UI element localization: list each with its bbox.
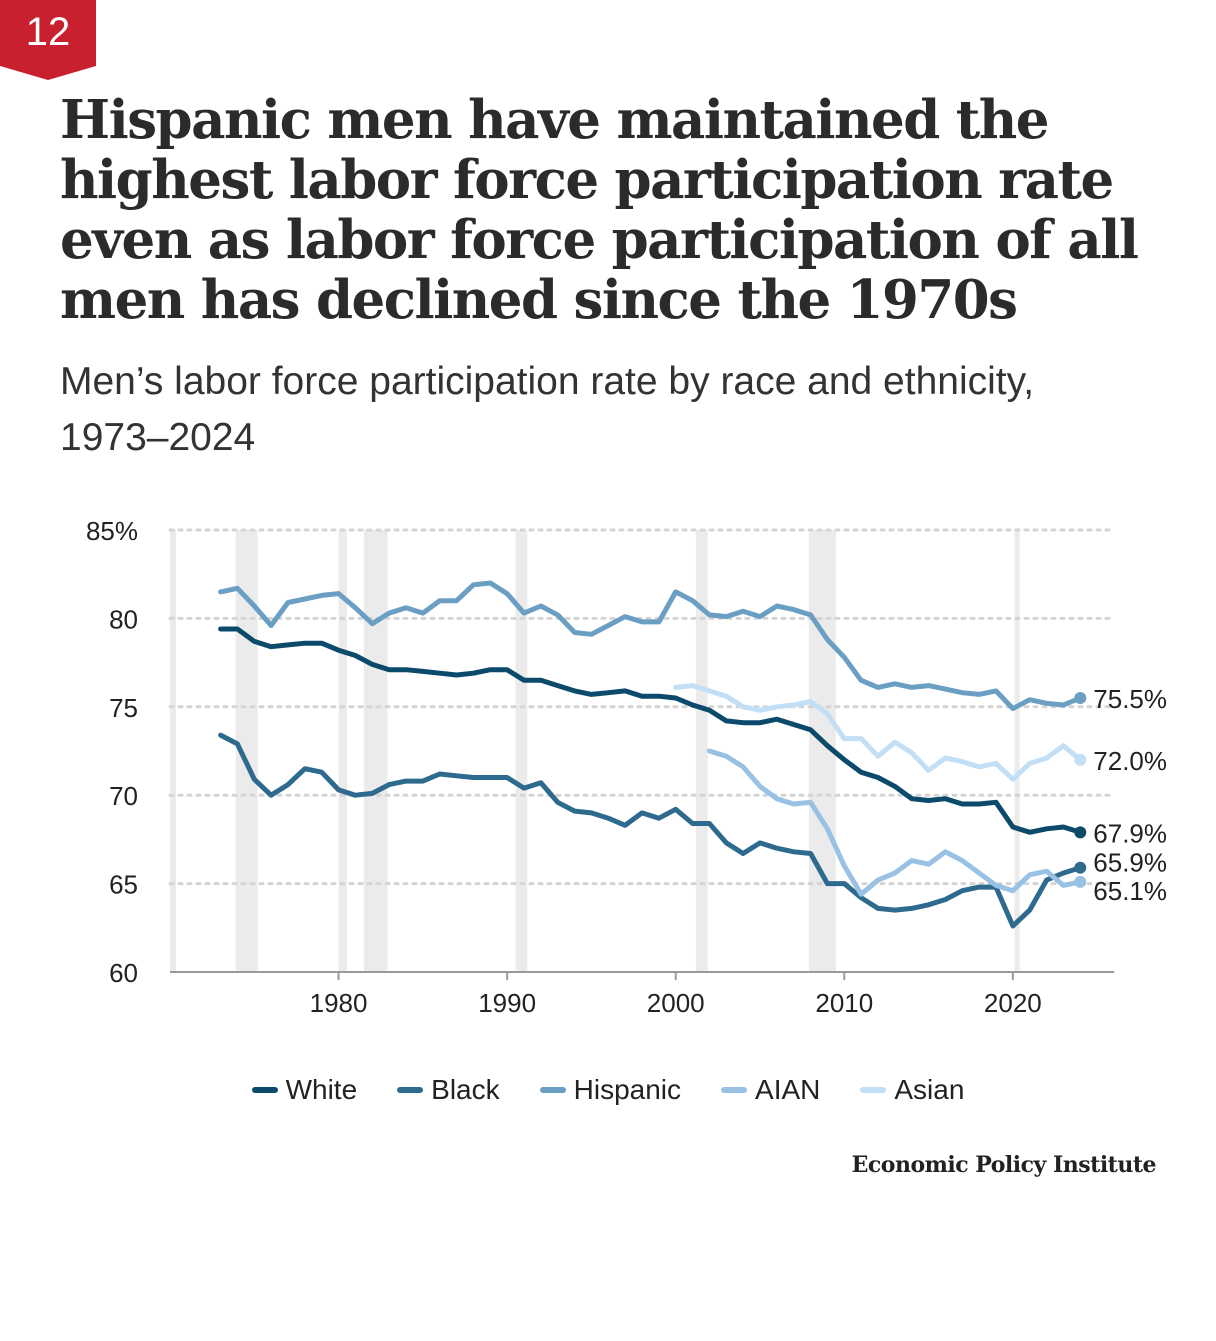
y-tick-label: 85% <box>86 516 138 546</box>
x-tick-label: 2000 <box>647 988 705 1018</box>
x-tick-label: 1980 <box>310 988 368 1018</box>
chart-subtitle: Men’s labor force participation rate by … <box>60 360 1035 459</box>
legend-label: AIAN <box>755 1074 821 1105</box>
chart-number-badge: 12 <box>0 0 96 80</box>
end-point-hispanic <box>1074 691 1087 704</box>
legend-label: White <box>285 1074 358 1105</box>
y-tick-label: 70 <box>109 781 138 811</box>
legend-item-asian: Asian <box>860 1072 964 1108</box>
end-label-aian: 65.1% <box>1093 876 1167 906</box>
end-labels: 67.9%65.9% 75.5% 65.1% 72.0% <box>1074 684 1167 906</box>
legend: White Black Hispanic AIAN Asian <box>0 1072 1216 1108</box>
recession-band <box>338 530 347 972</box>
end-point-asian <box>1074 753 1087 766</box>
recession-bands <box>170 530 1020 972</box>
series-line-aian <box>706 748 1083 897</box>
y-tick-label: 65 <box>109 870 138 900</box>
badge-number: 12 <box>25 10 71 54</box>
series-line-asian <box>673 683 1083 782</box>
legend-label: Asian <box>894 1074 965 1105</box>
badge-shape <box>0 0 96 80</box>
x-tick-label: 2020 <box>984 988 1042 1018</box>
recession-band <box>170 530 176 972</box>
y-tick-label: 80 <box>109 604 138 634</box>
legend-swatch <box>251 1087 278 1093</box>
legend-item-hispanic: Hispanic <box>539 1072 682 1108</box>
legend-swatch <box>397 1087 424 1093</box>
y-tick-label: 75 <box>109 693 138 723</box>
chart-title: Hispanic men have maintained the highest… <box>60 89 1139 331</box>
series-line-black <box>218 732 1083 929</box>
recession-band <box>1014 530 1020 972</box>
legend-swatch <box>539 1087 566 1093</box>
recession-band <box>695 530 708 972</box>
end-point-black <box>1074 861 1087 874</box>
legend-swatch <box>721 1087 748 1093</box>
legend-item-white: White <box>251 1072 358 1108</box>
source-credit: Economic Policy Institute <box>851 1152 1157 1178</box>
legend-swatch <box>860 1087 887 1093</box>
axes: 60 65 70 75 80 85% 1980 1990 2000 2010 2020 <box>86 516 1114 1018</box>
series-line-white <box>218 626 1083 835</box>
y-tick-label: 60 <box>109 958 138 988</box>
recession-band <box>515 530 528 972</box>
legend-label: Black <box>431 1074 500 1105</box>
x-tick-label: 2010 <box>815 988 873 1018</box>
grid-lines <box>168 528 1116 886</box>
end-label-asian: 72.0% <box>1093 746 1167 776</box>
end-point-aian <box>1074 875 1087 888</box>
legend-item-black: Black <box>397 1072 500 1108</box>
legend-label: Hispanic <box>573 1074 682 1105</box>
end-label-white: 67.9% <box>1093 818 1167 848</box>
end-label-black: 65.9% <box>1093 848 1167 878</box>
recession-band <box>363 530 388 972</box>
x-tick-label: 1990 <box>478 988 536 1018</box>
legend-item-aian: AIAN <box>721 1072 820 1108</box>
series-line-hispanic <box>218 580 1083 712</box>
end-label-hispanic: 75.5% <box>1093 684 1167 714</box>
series-lines <box>218 580 1083 929</box>
end-point-white <box>1074 826 1087 839</box>
